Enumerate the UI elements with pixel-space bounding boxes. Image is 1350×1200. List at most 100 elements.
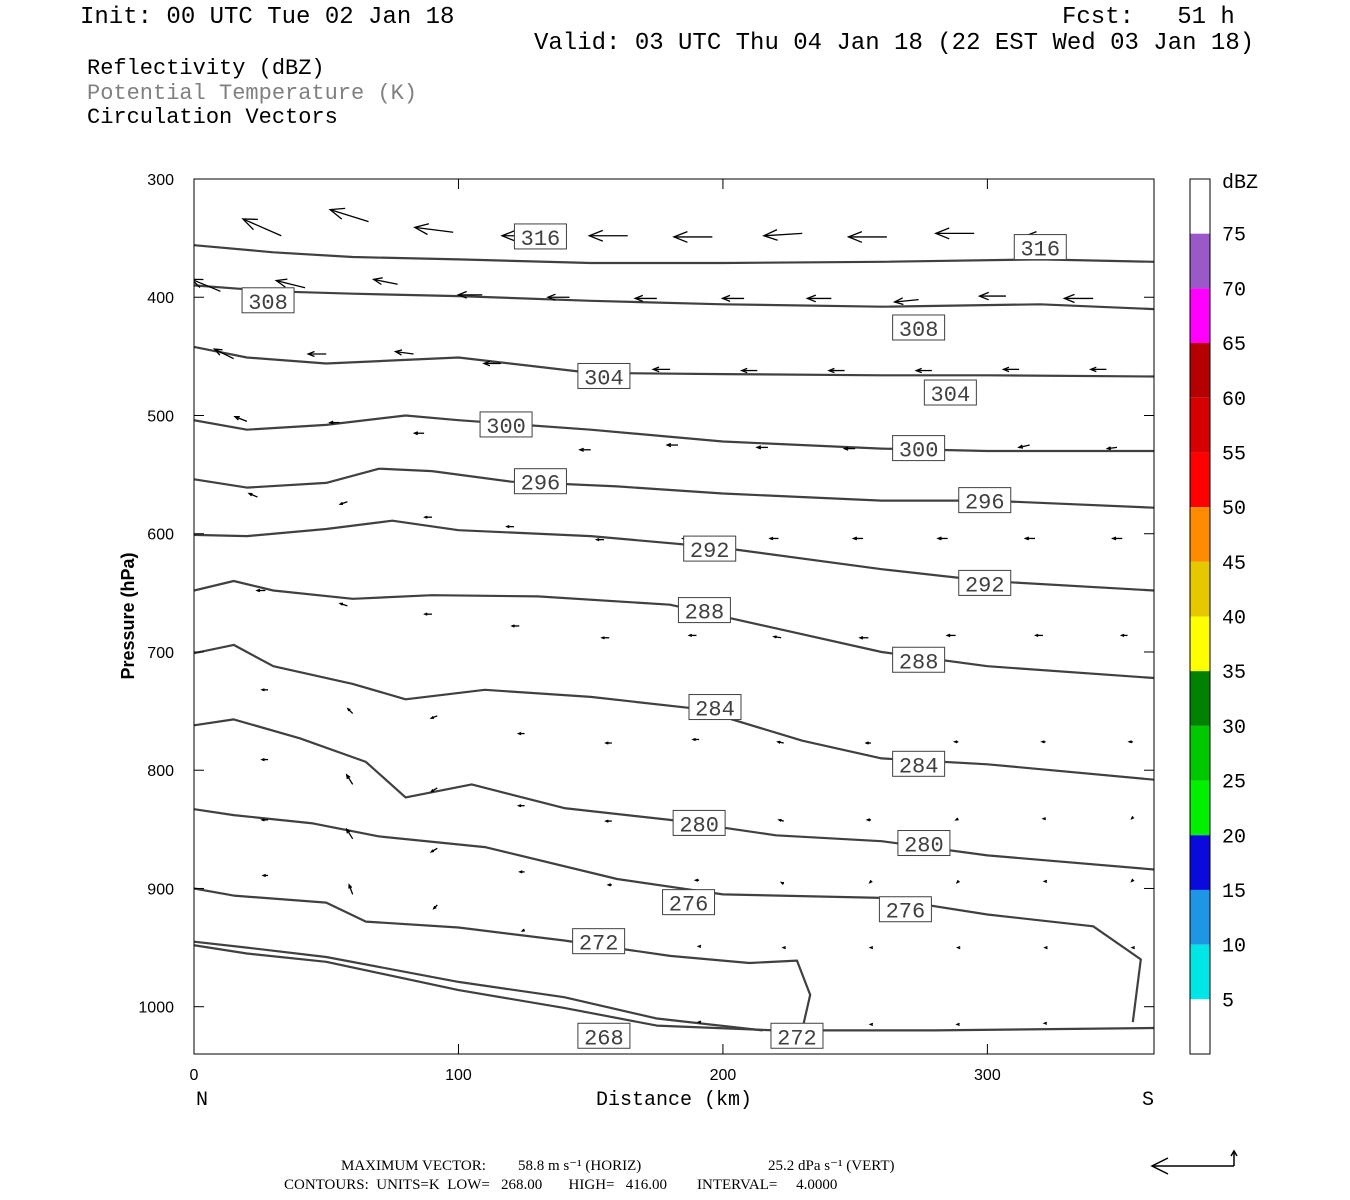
circulation-vector	[651, 366, 671, 373]
colorbar-tick-label: 5	[1222, 990, 1234, 1013]
svg-text:276: 276	[669, 893, 709, 918]
svg-text:316: 316	[521, 227, 561, 252]
circulation-vector	[768, 536, 779, 541]
circulation-vector	[516, 804, 525, 808]
contour-label: 268	[577, 1022, 631, 1051]
svg-text:300: 300	[899, 439, 939, 464]
circulation-vector	[827, 367, 845, 374]
circulation-vector	[255, 588, 266, 593]
circulation-vector	[693, 878, 700, 882]
circulation-vector	[274, 278, 306, 289]
contour-label: 304	[923, 379, 977, 408]
colorbar-segment	[1190, 671, 1210, 726]
circulation-vector	[842, 446, 856, 451]
x-tick-label: 100	[445, 1067, 472, 1084]
plot-frame	[193, 178, 1155, 1055]
theta-contour-296	[194, 519, 1154, 592]
contour-label: 288	[677, 597, 731, 626]
circulation-vector	[739, 367, 758, 374]
svg-text:288: 288	[899, 650, 939, 675]
circulation-vector	[1042, 879, 1048, 884]
circulation-vector	[413, 223, 454, 236]
contour-label: 292	[683, 535, 737, 564]
x-tick-label: 300	[974, 1067, 1001, 1084]
colorbar-tick-label: 45	[1222, 553, 1246, 576]
circulation-vector	[858, 635, 869, 640]
circulation-vector	[371, 277, 398, 286]
circulation-vector	[1041, 817, 1046, 821]
reference-vector-icon	[1150, 1149, 1238, 1175]
circulation-vector	[977, 291, 1006, 301]
x-tick-label: 0	[190, 1067, 199, 1084]
circulation-vector	[955, 879, 960, 884]
theta-contour-312	[194, 284, 1154, 311]
circulation-vector	[429, 787, 438, 793]
circulation-vector	[1043, 945, 1048, 950]
y-tick-label: 900	[147, 881, 174, 898]
circulation-vector	[241, 218, 282, 237]
colorbar-tick-label: 65	[1222, 334, 1246, 357]
svg-text:284: 284	[695, 698, 735, 723]
svg-text:280: 280	[679, 813, 719, 838]
circulation-vector	[936, 536, 948, 541]
svg-text:296: 296	[965, 491, 1005, 516]
circulation-vector	[1127, 740, 1133, 744]
svg-text:304: 304	[931, 383, 971, 408]
circulation-vector	[1089, 366, 1107, 373]
colorbar-segment	[1190, 561, 1210, 617]
circulation-vector	[233, 415, 248, 423]
circulation-vector	[432, 904, 438, 910]
circulation-vector	[1017, 444, 1030, 449]
circulation-vector	[691, 737, 700, 742]
circulation-vector	[846, 230, 887, 243]
circulation-vector	[851, 536, 864, 541]
colorbar-segment	[1190, 179, 1210, 234]
colorbar-segment	[1190, 233, 1210, 289]
y-tick-label: 700	[147, 645, 174, 662]
svg-text:296: 296	[521, 472, 561, 497]
theta-contour-288	[194, 643, 1154, 781]
colorbar-segment	[1190, 944, 1210, 1000]
colorbar-tick-label: 50	[1222, 498, 1246, 521]
circulation-vector	[955, 945, 961, 950]
colorbar-tick-label: 30	[1222, 717, 1246, 740]
field-label-reflectivity: Reflectivity (dBZ)	[87, 56, 325, 81]
colorbar-unit-label: dBZ	[1222, 172, 1258, 195]
circulation-vector	[1062, 293, 1094, 304]
colorbar-tick-label: 10	[1222, 936, 1246, 959]
svg-text:288: 288	[685, 601, 725, 626]
circulation-vector	[864, 741, 872, 745]
colorbar-tick-label: 35	[1222, 662, 1246, 685]
circulation-vector	[261, 873, 269, 878]
theta-contour-276	[194, 887, 812, 1030]
circulation-vector	[868, 879, 873, 884]
field-label-potential-temperature: Potential Temperature (K)	[87, 81, 418, 106]
circulation-vector	[456, 290, 483, 299]
colorbar-segment	[1190, 288, 1210, 344]
colorbar-tick-label: 40	[1222, 608, 1246, 631]
circulation-vector	[955, 1022, 960, 1027]
circulation-vector	[952, 740, 959, 744]
colorbar-tick-label: 25	[1222, 772, 1246, 795]
theta-contour-300	[194, 467, 1154, 509]
theta-contour-280	[194, 808, 1142, 1023]
circulation-vector	[633, 294, 657, 303]
circulation-vector	[505, 524, 514, 529]
circulation-vector	[194, 225, 195, 227]
circulation-vector	[247, 492, 258, 498]
circulation-vector	[212, 348, 234, 360]
colorbar-segment	[1190, 999, 1210, 1054]
colorbar-tick-label: 60	[1222, 389, 1246, 412]
circulation-vector	[429, 847, 438, 853]
circulation-vector	[1023, 536, 1035, 541]
circulation-vector	[518, 870, 525, 874]
max-vector-label: MAXIMUM VECTOR:	[341, 1158, 486, 1174]
circulation-vector	[865, 818, 872, 822]
forecast-hour: Fcst: 51 h	[1062, 4, 1235, 31]
circulation-vector	[346, 707, 354, 714]
circulation-vector	[429, 715, 438, 719]
colorbar-tick-label: 55	[1222, 443, 1246, 466]
circulation-vector	[1040, 740, 1046, 744]
svg-text:292: 292	[965, 573, 1005, 598]
